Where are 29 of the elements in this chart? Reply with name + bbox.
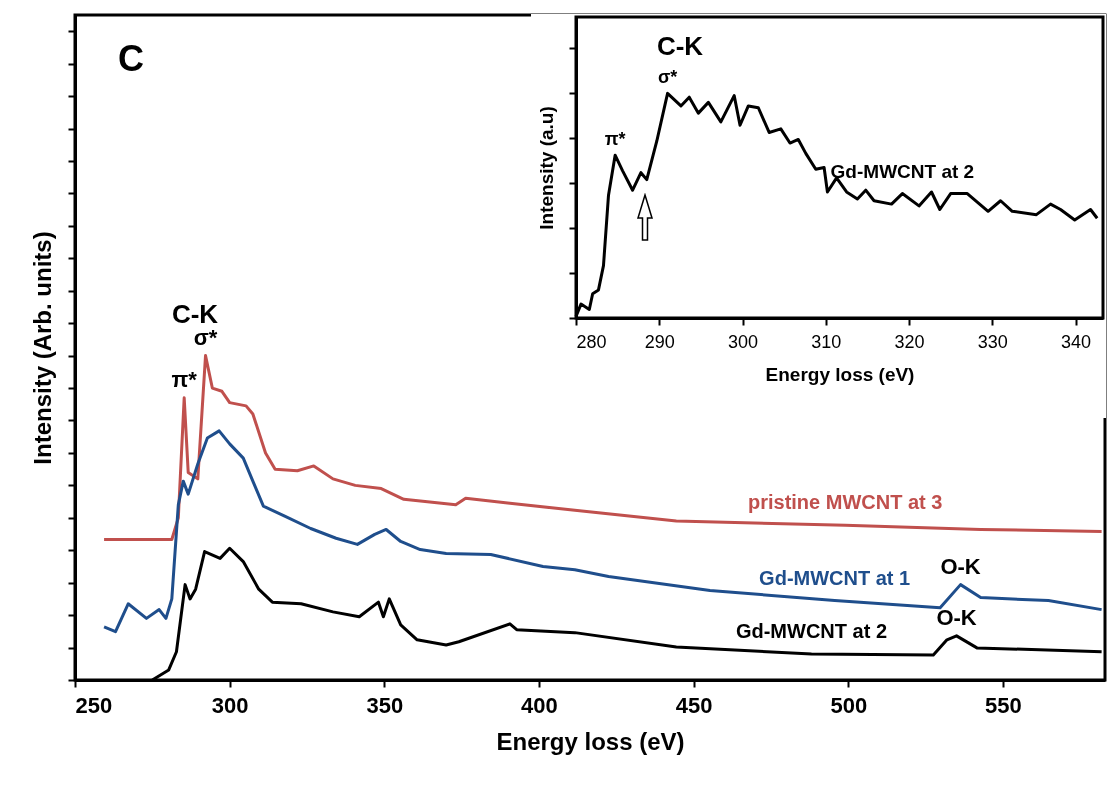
x-axis-title: Energy loss (eV) [765, 363, 915, 385]
annotation: σ* [657, 67, 678, 88]
x-tick-label: 330 [977, 331, 1008, 352]
x-tick-label: 310 [811, 331, 842, 352]
x-tick-label: 250 [75, 692, 113, 718]
series-label: Gd-MWCNT at 2 [735, 620, 888, 643]
x-tick-label: 340 [1061, 331, 1092, 352]
series-label: pristine MWCNT at 3 [747, 491, 943, 514]
x-axis-title: Energy loss (eV) [496, 727, 685, 755]
x-tick-label: 500 [830, 692, 868, 718]
series-label: Gd-MWCNT at 2 [830, 160, 975, 182]
x-tick-label: 290 [644, 331, 675, 352]
y-axis-title: Intensity (a.u) [535, 106, 557, 230]
x-tick-label: 300 [211, 692, 249, 718]
x-tick-label: 300 [727, 331, 759, 352]
series-label: Gd-MWCNT at 1 [759, 566, 911, 589]
text: C-K [656, 31, 704, 61]
x-tick-label: 400 [521, 692, 558, 718]
annotation: O-K [936, 604, 977, 630]
x-tick-label: 320 [894, 331, 925, 352]
annotation: π* [171, 366, 198, 392]
annotation: O-K [940, 553, 981, 579]
x-tick-label: 450 [675, 692, 713, 718]
annotation: π* [604, 129, 626, 150]
y-axis-title: Intensity (Arb. units) [28, 231, 56, 465]
x-tick-label: 350 [366, 692, 404, 718]
x-tick-label: 550 [985, 692, 1022, 718]
text: C [118, 38, 144, 79]
x-tick-label: 280 [576, 331, 607, 352]
